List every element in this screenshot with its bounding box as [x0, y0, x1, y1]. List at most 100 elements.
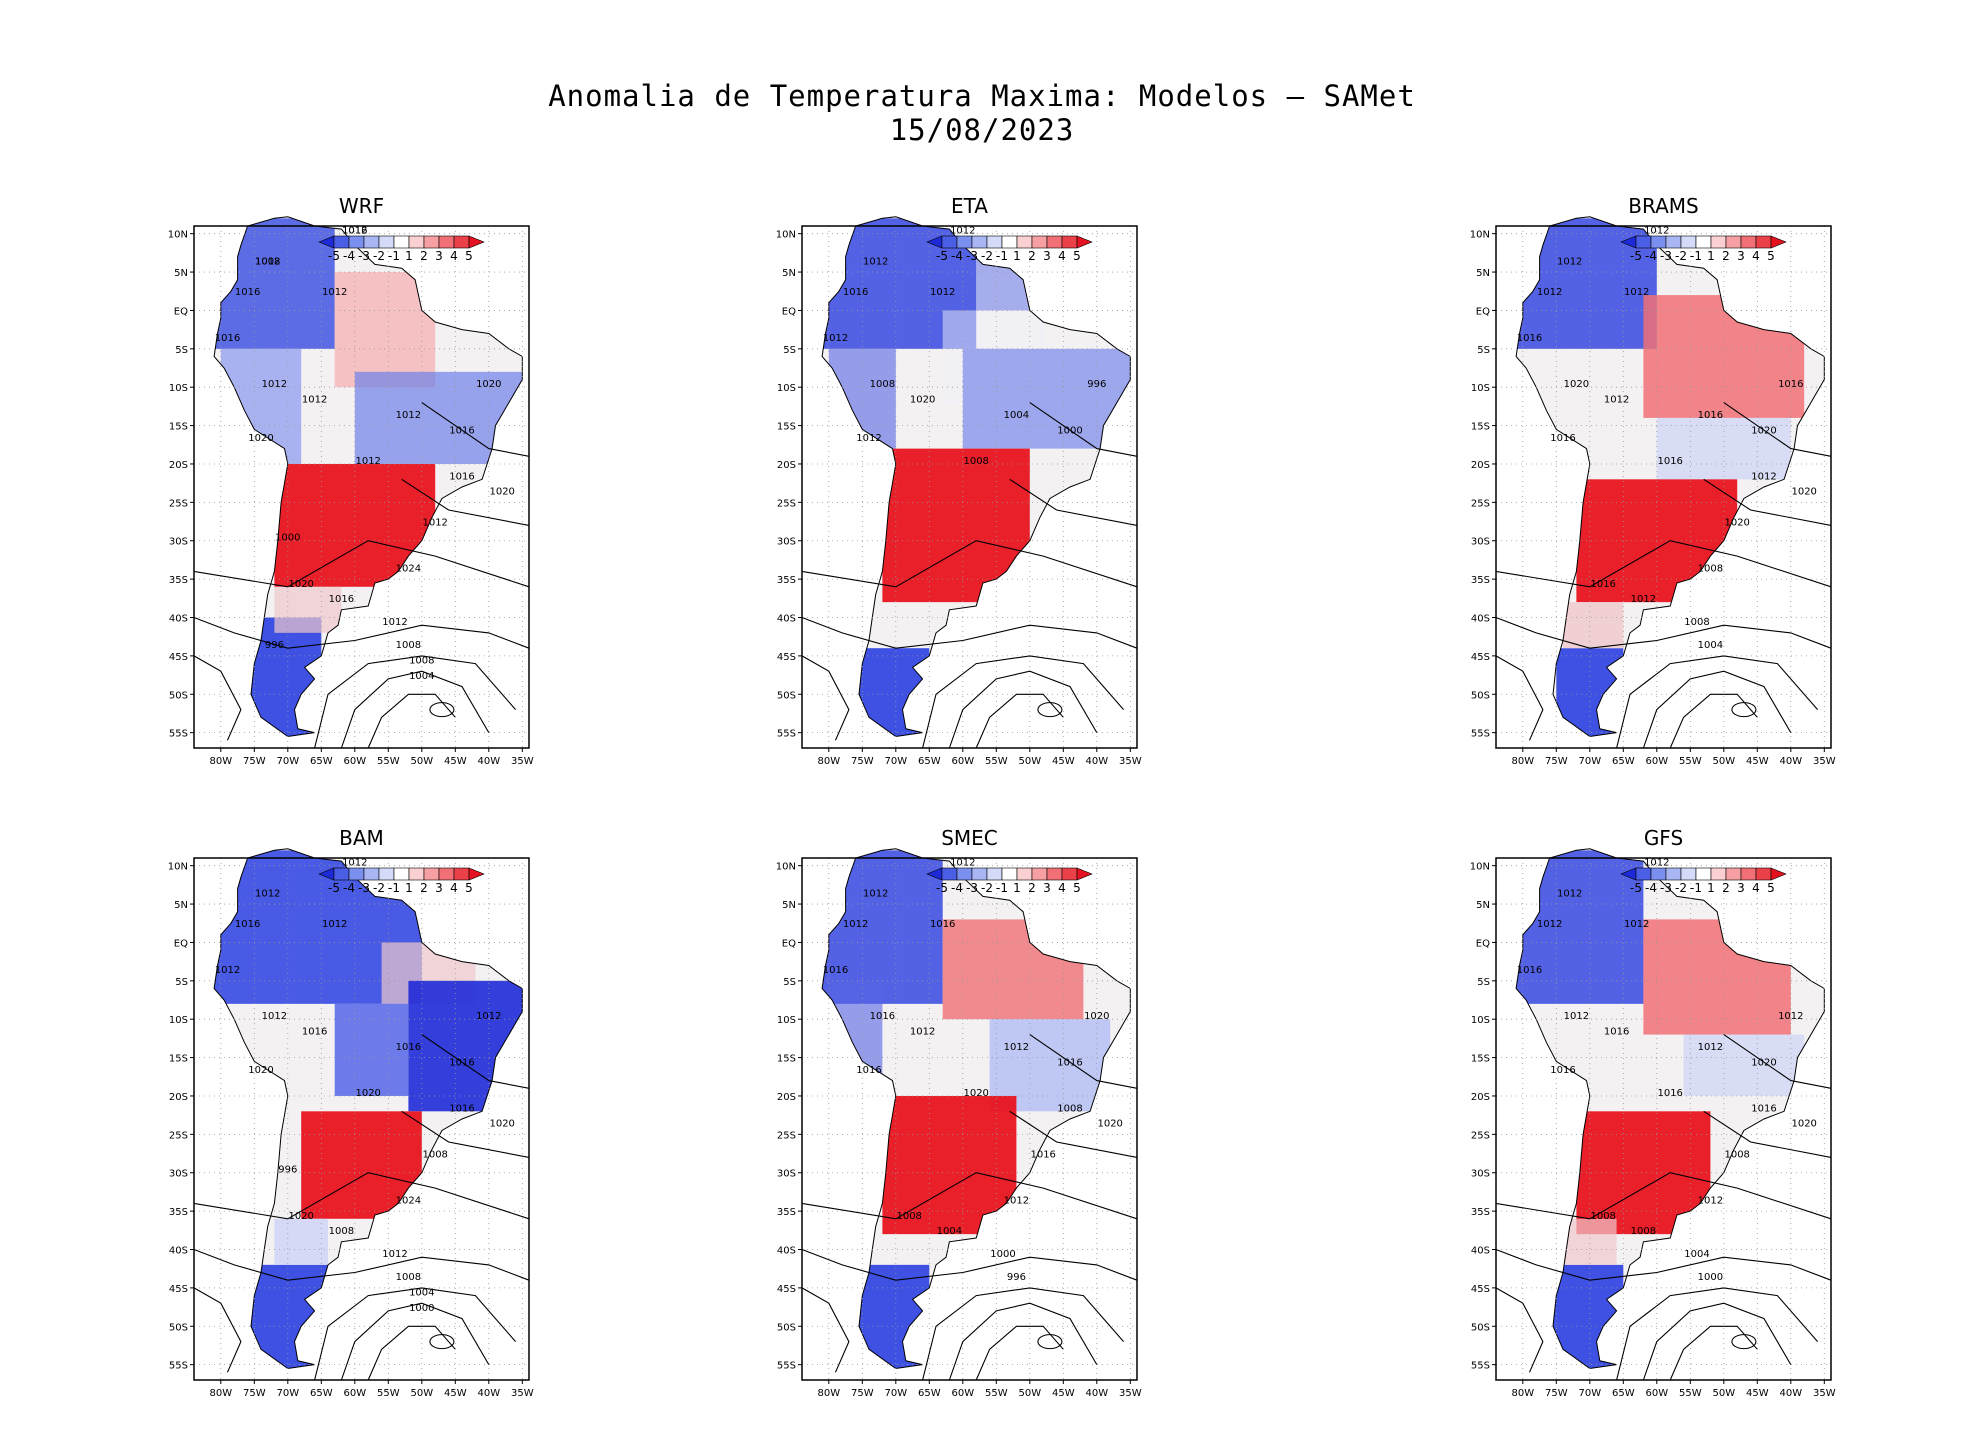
- colorbar-swatch: [348, 235, 365, 249]
- contour-label: 1012: [322, 287, 347, 298]
- colorbar-label: 5: [1767, 249, 1775, 263]
- lat-tick-label: 25S: [169, 498, 188, 509]
- lat-tick-label: 10N: [168, 230, 188, 241]
- lon-tick-label: 70W: [884, 756, 907, 767]
- lat-tick-label: 20S: [1471, 460, 1490, 471]
- contour-label: 1012: [382, 617, 407, 628]
- lon-tick-label: 80W: [1511, 756, 1534, 767]
- contour-label: 1016: [870, 1011, 895, 1022]
- lat-tick-label: 5N: [782, 268, 796, 279]
- contour-label: 1012: [1557, 888, 1582, 899]
- colorbar-swatch: [971, 867, 988, 881]
- colorbar-label: 5: [1767, 881, 1775, 895]
- lat-tick-label: 50S: [169, 1322, 188, 1333]
- contour-label: 1020: [963, 1088, 988, 1099]
- lat-tick-label: 10N: [1470, 862, 1490, 873]
- isobar: [1029, 1034, 1138, 1089]
- contour-label: 1020: [1097, 1119, 1122, 1130]
- lat-tick-label: EQ: [174, 938, 188, 949]
- colorbar-label: 3: [1737, 881, 1745, 895]
- colorbar-swatch: [1755, 235, 1772, 249]
- isobar: [1703, 1110, 1832, 1158]
- figure-title: Anomalia de Temperatura Maxima: Modelos …: [548, 79, 1416, 113]
- isobar: [975, 1325, 1064, 1381]
- isobar: [1495, 1248, 1832, 1281]
- panel-smec: SMEC 1012 1012 1012 1016 1016 1016 1012 1016 1020…: [752, 824, 1147, 1416]
- contour-label: 1016: [1517, 965, 1542, 976]
- lat-tick-label: 20S: [777, 460, 796, 471]
- contour-label: 1012: [1004, 1042, 1029, 1053]
- lon-tick-label: 45W: [1052, 1388, 1075, 1399]
- lat-tick-label: 10S: [169, 383, 188, 394]
- lat-tick-label: 45S: [169, 652, 188, 663]
- lon-tick-label: 60W: [1645, 1388, 1668, 1399]
- contour-label: 1020: [248, 433, 273, 444]
- lat-tick-label: 35S: [777, 575, 796, 586]
- contour-label: 1000: [275, 533, 300, 544]
- lat-tick-label: 15S: [169, 422, 188, 433]
- colorbar-label: -2: [373, 881, 385, 895]
- lat-tick-label: 25S: [1471, 1130, 1490, 1141]
- contour-label: 1020: [1084, 1011, 1109, 1022]
- contour-label: 1012: [255, 256, 280, 267]
- contour-label: 1020: [489, 487, 514, 498]
- lat-tick-label: 25S: [1471, 498, 1490, 509]
- colorbar-swatch: [1650, 235, 1667, 249]
- colorbar-swatch: [956, 235, 973, 249]
- colorbar-swatch: [1725, 867, 1742, 881]
- map-plot: 1012 1012 1012 1016 1016 1016 1012 1016 1020 1012…: [776, 848, 1142, 1399]
- figure-date: 15/08/2023: [889, 113, 1075, 147]
- contour-label: 1012: [422, 517, 447, 528]
- lon-tick-label: 65W: [1612, 756, 1635, 767]
- isobar: [340, 670, 490, 749]
- isobar: [1495, 1172, 1832, 1220]
- lon-tick-label: 70W: [884, 1388, 907, 1399]
- colorbar-label: -4: [1645, 249, 1657, 263]
- anomaly-patch: [220, 348, 302, 464]
- contour-label: 1008: [422, 1149, 447, 1160]
- colorbar-label: -5: [1630, 249, 1642, 263]
- isobar: [1731, 1334, 1757, 1350]
- contour-label: 1008: [1724, 1149, 1749, 1160]
- lat-tick-label: 30S: [1471, 1169, 1490, 1180]
- colorbar-label: -1: [388, 249, 400, 263]
- colorbar-label: -5: [936, 881, 948, 895]
- isobar: [1495, 616, 1832, 649]
- colorbar-label: 1: [1707, 881, 1715, 895]
- contour-label: 1008: [396, 1272, 421, 1283]
- contour-label: 1020: [476, 379, 501, 390]
- contour-label: 1012: [1604, 395, 1629, 406]
- lon-tick-label: 60W: [343, 1388, 366, 1399]
- isobar: [421, 1034, 530, 1089]
- lon-tick-label: 45W: [1052, 756, 1075, 767]
- colorbar-swatch: [1001, 235, 1018, 249]
- lon-tick-label: 65W: [310, 756, 333, 767]
- contour-label: 1000: [409, 1303, 434, 1314]
- isobar: [1495, 540, 1832, 588]
- colorbar-swatch: [363, 867, 380, 881]
- anomaly-patch: [214, 218, 335, 349]
- lon-tick-label: 50W: [1018, 1388, 1041, 1399]
- colorbar-label: -1: [1690, 881, 1702, 895]
- colorbar-swatch: [468, 235, 485, 249]
- isobar: [421, 402, 530, 457]
- isobar: [1642, 670, 1792, 749]
- lon-tick-label: 55W: [377, 756, 400, 767]
- lon-tick-label: 35W: [1813, 1388, 1836, 1399]
- colorbar-label: 1: [1013, 881, 1021, 895]
- isobar: [922, 1287, 1125, 1381]
- colorbar-swatch: [1016, 235, 1033, 249]
- lat-tick-label: EQ: [1476, 306, 1490, 317]
- lon-tick-label: 55W: [377, 1388, 400, 1399]
- colorbar-label: 4: [1058, 881, 1066, 895]
- contour-label: 1008: [870, 379, 895, 390]
- contour-label: 1020: [1751, 425, 1776, 436]
- contour-label: 1016: [215, 333, 240, 344]
- lon-tick-label: 70W: [276, 756, 299, 767]
- isobar: [801, 1287, 850, 1373]
- colorbar-swatch: [423, 867, 440, 881]
- colorbar-label: -2: [373, 249, 385, 263]
- isobar: [401, 478, 530, 526]
- lat-tick-label: 55S: [777, 729, 796, 740]
- contour-label: 1020: [910, 395, 935, 406]
